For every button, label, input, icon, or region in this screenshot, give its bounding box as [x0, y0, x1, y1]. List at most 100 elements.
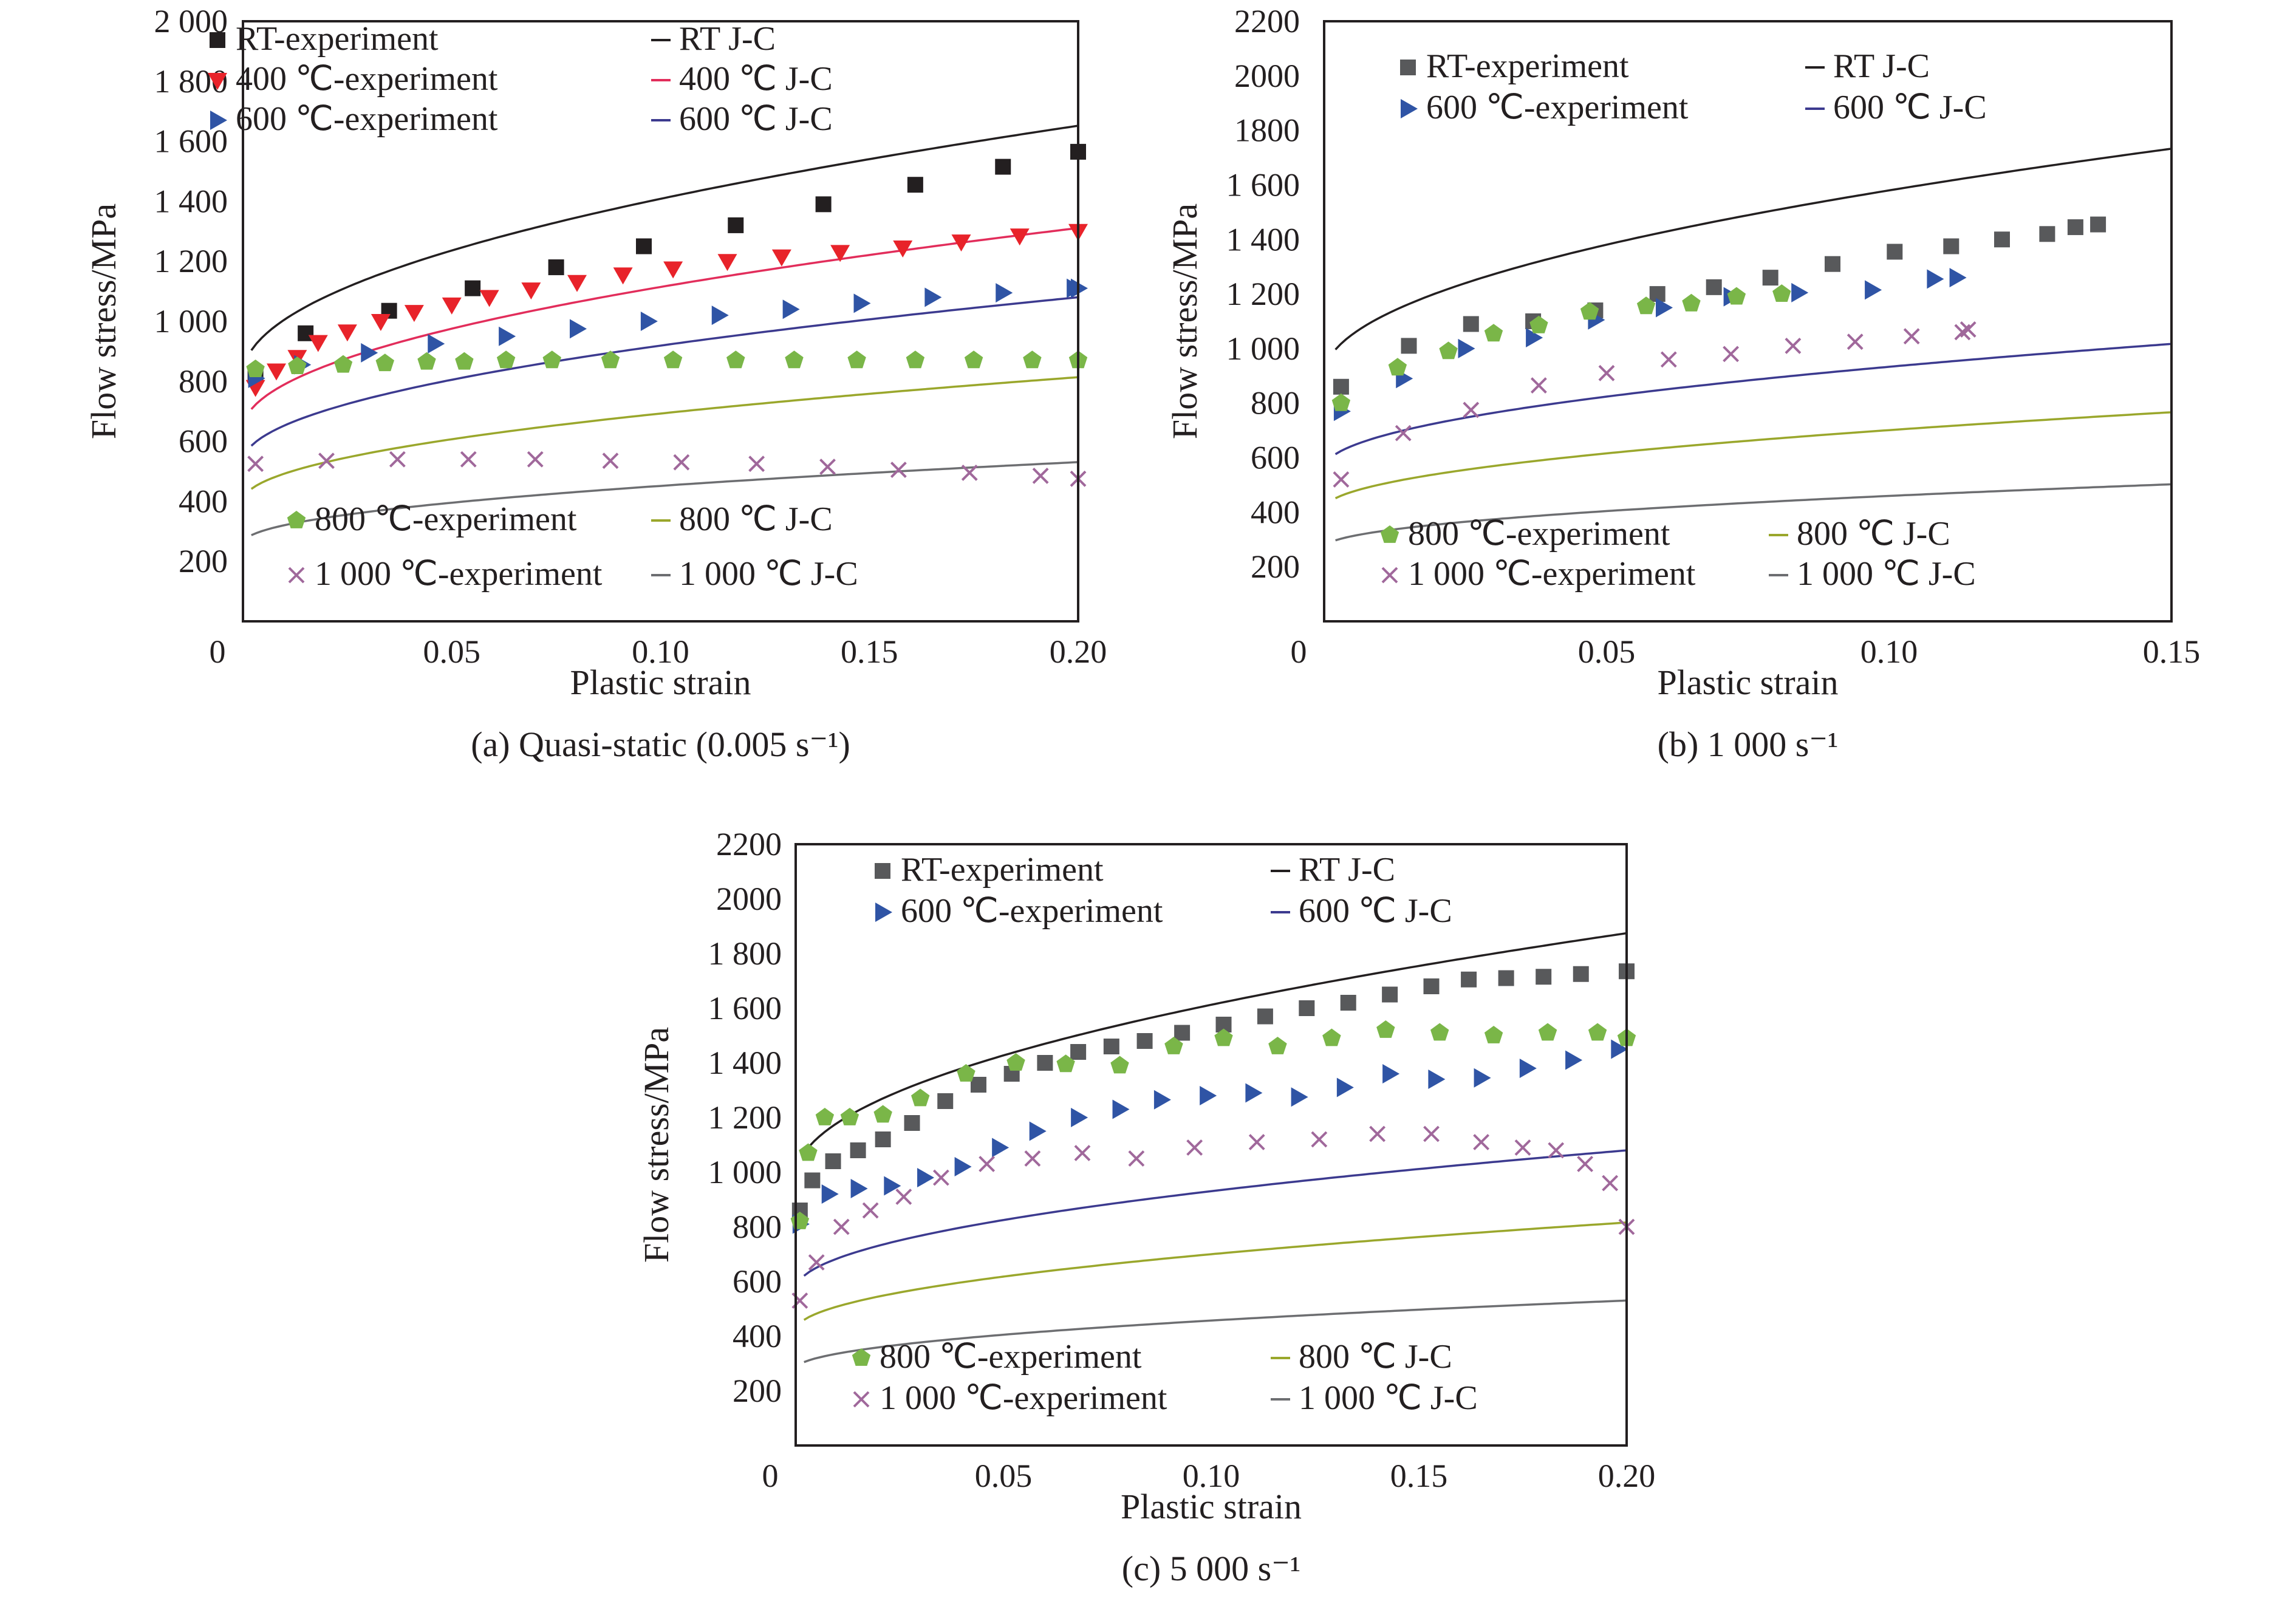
point-rt_exp	[804, 1172, 821, 1189]
legend-label: 600 ℃-experiment	[1426, 89, 1689, 126]
point-e800	[1214, 1028, 1233, 1046]
point-e800	[1439, 341, 1458, 360]
point-e400	[717, 254, 737, 271]
point-e800	[840, 1108, 859, 1125]
point-e600	[1245, 1083, 1263, 1103]
legend-label: RT J-C	[1833, 47, 1930, 85]
point-e1000	[1514, 1139, 1531, 1156]
series-rt_exp	[1333, 216, 2106, 395]
legend-entry: 800 ℃ J-C	[651, 500, 833, 538]
point-rt_exp	[2039, 226, 2055, 242]
series-e600	[1333, 268, 1967, 421]
point-e600	[640, 312, 658, 331]
series-e800	[1331, 284, 1791, 411]
point-e600	[1291, 1087, 1308, 1107]
jc-curve-jc800	[250, 376, 1079, 490]
point-e600	[428, 334, 445, 354]
legend-entry: RT-experiment	[875, 851, 1104, 889]
point-rt_exp	[636, 238, 652, 254]
point-e800	[957, 1064, 975, 1082]
legend-marker-rt_exp	[875, 863, 890, 879]
legend-marker-e600	[210, 111, 227, 130]
jc-curve-jc600	[803, 1149, 1627, 1277]
y-tick-label: 800	[1251, 385, 1300, 421]
point-rt_exp	[875, 1131, 891, 1147]
point-e400	[893, 240, 913, 258]
legend-label: 1 000 ℃-experiment	[880, 1379, 1167, 1417]
legend-entry: 600 ℃-experiment	[1401, 89, 1689, 126]
point-e800	[1580, 302, 1599, 320]
point-e600	[1382, 1064, 1400, 1084]
point-e1000	[1473, 1134, 1490, 1150]
point-rt_exp	[1401, 338, 1417, 354]
point-e1000	[1333, 471, 1350, 488]
point-e1000	[862, 1202, 879, 1219]
legend-entry: RT J-C	[1271, 851, 1395, 889]
point-rt_exp	[2067, 219, 2083, 236]
series-e800	[246, 350, 1088, 377]
point-rt_exp	[1463, 316, 1479, 332]
point-e1000	[1530, 377, 1547, 394]
y-tick-label: 200	[1251, 548, 1300, 585]
series-e1000	[1333, 321, 1977, 488]
point-rt_exp	[1382, 986, 1398, 1003]
point-e1000	[527, 451, 544, 468]
point-e600	[1336, 1077, 1354, 1097]
y-tick-label: 1 000	[1226, 330, 1300, 367]
legend-entry: 800 ℃-experiment	[1380, 515, 1670, 553]
point-e800	[873, 1105, 892, 1123]
series-e1000	[247, 451, 1087, 487]
legend-entry: 1 000 ℃-experiment	[1381, 555, 1696, 593]
legend-entry: 600 ℃ J-C	[1805, 89, 1987, 126]
legend-entry: 1 000 ℃ J-C	[651, 555, 858, 593]
point-e800	[815, 1108, 835, 1125]
point-rt_exp	[1706, 279, 1722, 295]
point-e600	[570, 319, 587, 339]
point-e600	[1112, 1099, 1130, 1119]
x-tick-label: 0.05	[423, 633, 481, 670]
point-rt_exp	[1037, 1055, 1053, 1071]
point-e400	[613, 267, 633, 285]
point-e400	[951, 234, 971, 252]
chart-caption: (c) 5 000 s⁻¹	[1122, 1549, 1300, 1588]
y-tick-label: 400	[733, 1318, 782, 1354]
point-e600	[1949, 268, 1967, 288]
point-e400	[521, 282, 541, 300]
point-e800	[663, 350, 683, 369]
point-e1000	[895, 1189, 912, 1205]
legend-entry: 1 000 ℃ J-C	[1769, 555, 1976, 593]
point-e600	[1474, 1068, 1491, 1088]
legend-label: 800 ℃ J-C	[679, 500, 833, 538]
point-e400	[442, 297, 462, 315]
legend-entry: 800 ℃ J-C	[1271, 1338, 1452, 1376]
point-e600	[1428, 1070, 1446, 1089]
point-e1000	[1463, 401, 1480, 418]
point-e600	[821, 1184, 839, 1204]
point-e600	[1611, 1039, 1628, 1059]
point-e1000	[247, 456, 264, 473]
jc-curve-jc600	[1334, 343, 2172, 456]
point-rt_exp	[1333, 378, 1349, 395]
legend-label: 800 ℃-experiment	[880, 1338, 1142, 1376]
point-rt_exp	[1070, 1044, 1087, 1060]
point-e800	[601, 350, 620, 369]
point-e1000	[932, 1169, 949, 1186]
legend-label: 800 ℃ J-C	[1797, 515, 1950, 553]
plot-frame	[794, 843, 1628, 1447]
point-e400	[663, 261, 683, 279]
point-rt_exp	[728, 217, 744, 233]
point-e1000	[819, 459, 836, 476]
x-tick-label: 0.10	[632, 633, 689, 670]
point-e800	[1588, 1023, 1607, 1041]
point-e1000	[808, 1254, 825, 1271]
point-e800	[847, 350, 866, 369]
point-e800	[1268, 1037, 1287, 1054]
x-axis-label: Plastic strain	[1121, 1487, 1302, 1526]
point-e1000	[1847, 333, 1864, 350]
point-e800	[1056, 1054, 1075, 1073]
point-rt_exp	[1174, 1025, 1191, 1041]
point-e1000	[389, 451, 406, 468]
y-axis-label: Flow stress/MPa	[84, 203, 123, 439]
x-axis-label: Plastic strain	[1657, 663, 1838, 702]
